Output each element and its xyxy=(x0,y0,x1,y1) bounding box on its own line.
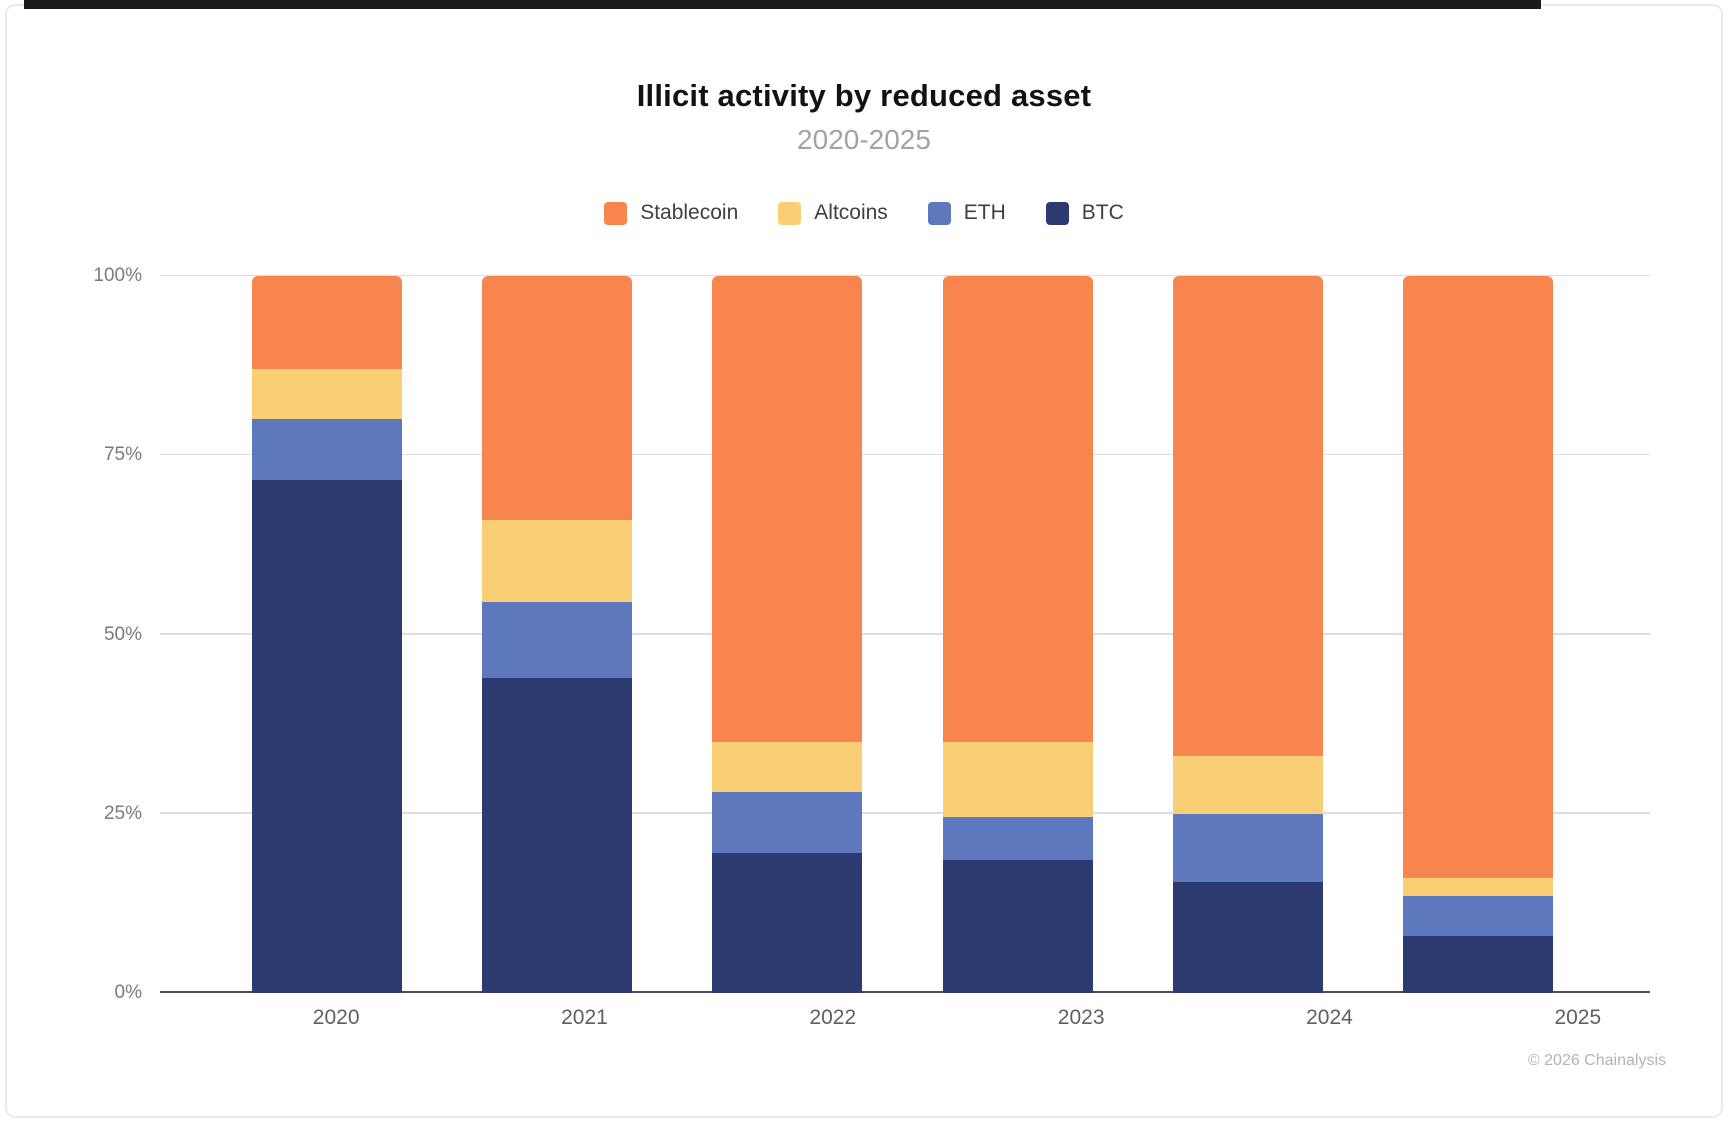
segment-eth-2025 xyxy=(1402,896,1553,936)
bar-slot-2025 xyxy=(1363,276,1593,993)
y-tick-75%: 75% xyxy=(103,444,142,466)
segment-altcoins-2020 xyxy=(252,369,403,420)
segment-btc-2024 xyxy=(1172,881,1323,993)
x-tick-2025: 2025 xyxy=(1554,1006,1602,1029)
segment-altcoins-2024 xyxy=(1172,756,1323,814)
segment-stablecoin-2025 xyxy=(1402,276,1553,879)
copyright-text: © 2026 Chainalysis xyxy=(1527,1052,1666,1069)
segment-btc-2025 xyxy=(1402,935,1553,993)
segment-eth-2022 xyxy=(712,792,863,854)
legend-label: ETH xyxy=(963,201,1006,224)
y-tick-25%: 25% xyxy=(103,802,142,824)
y-tick-100%: 100% xyxy=(93,265,142,286)
legend-label: Altcoins xyxy=(814,201,888,224)
legend-label: BTC xyxy=(1081,201,1124,224)
segment-stablecoin-2021 xyxy=(482,276,633,520)
x-axis-line xyxy=(160,990,1650,993)
legend-label: Stablecoin xyxy=(640,201,739,224)
segment-eth-2021 xyxy=(482,602,633,678)
x-tick-2024: 2024 xyxy=(1306,1006,1353,1029)
bar-slot-2020 xyxy=(212,276,442,993)
legend-item-altcoins: Altcoins xyxy=(778,201,888,225)
segment-eth-2024 xyxy=(1172,813,1323,882)
legend-item-eth: ETH xyxy=(927,201,1006,225)
x-tick-2020: 2020 xyxy=(312,1006,360,1029)
plot-area: 0% 25% 50% 75% 100% xyxy=(93,266,1650,1003)
legend: Stablecoin Altcoins ETH BTC xyxy=(0,198,1728,228)
bar-slot-2024 xyxy=(1133,276,1363,993)
stacked-bar-2020 xyxy=(252,276,403,993)
segment-btc-2020 xyxy=(252,480,403,993)
segment-btc-2021 xyxy=(482,677,633,993)
gridline-25 xyxy=(160,812,1650,814)
segment-stablecoin-2023 xyxy=(942,276,1093,743)
chart-subtitle: 2020-2025 xyxy=(797,124,931,155)
segment-eth-2020 xyxy=(252,419,403,481)
segment-btc-2023 xyxy=(942,860,1093,993)
stacked-bar-2024 xyxy=(1172,276,1323,993)
segment-stablecoin-2020 xyxy=(252,276,403,370)
gridline-75 xyxy=(160,453,1650,456)
eth-swatch-icon xyxy=(927,201,951,225)
bar-slot-2022 xyxy=(672,276,902,993)
x-tick-2023: 2023 xyxy=(1057,1006,1105,1029)
stacked-bar-2023 xyxy=(942,276,1093,993)
segment-altcoins-2025 xyxy=(1402,878,1553,897)
segment-btc-2022 xyxy=(712,853,863,993)
gridline-50 xyxy=(160,633,1650,635)
stablecoin-swatch-icon xyxy=(604,201,628,225)
altcoins-swatch-icon xyxy=(778,201,802,225)
legend-item-btc: BTC xyxy=(1045,201,1124,225)
bar-slot-2023 xyxy=(903,276,1133,993)
segment-altcoins-2023 xyxy=(942,742,1093,818)
chart-title: Illicit activity by reduced asset xyxy=(636,78,1092,113)
legend-item-stablecoin: Stablecoin xyxy=(604,201,738,225)
y-tick-50%: 50% xyxy=(103,623,142,645)
btc-swatch-icon xyxy=(1045,201,1069,225)
segment-altcoins-2021 xyxy=(482,519,633,603)
y-tick-0%: 0% xyxy=(114,982,142,1003)
segment-altcoins-2022 xyxy=(712,742,863,793)
segment-eth-2023 xyxy=(942,817,1093,861)
gridline-100 xyxy=(160,274,1650,276)
x-axis-labels: 2020 2021 2022 2023 2024 2025 xyxy=(160,1006,1728,1030)
x-tick-2022: 2022 xyxy=(809,1006,857,1029)
segment-stablecoin-2022 xyxy=(712,276,863,743)
x-tick-2021: 2021 xyxy=(561,1006,608,1029)
top-progress-strip xyxy=(24,0,1541,9)
bar-slot-2021 xyxy=(442,276,672,993)
stacked-bar-2021 xyxy=(482,276,633,993)
segment-stablecoin-2024 xyxy=(1172,276,1323,757)
bars-container xyxy=(160,276,1650,993)
stacked-bar-2025 xyxy=(1402,276,1553,993)
stacked-bar-2022 xyxy=(712,276,863,993)
